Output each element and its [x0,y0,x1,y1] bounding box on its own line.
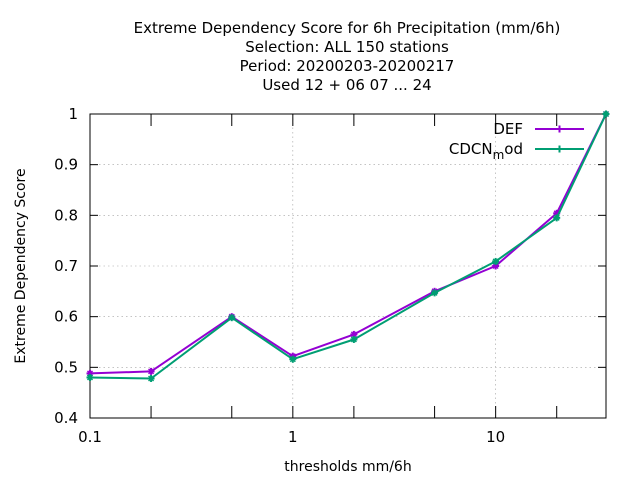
legend-label-main: CDCN [449,140,493,158]
grid-lines [90,114,606,418]
point-mark [553,210,560,217]
point-mark [148,368,155,375]
chart-title-line: Period: 20200203-20200217 [240,57,455,75]
x-tick-label: 10 [486,428,505,446]
x-tick-label: 1 [288,428,298,446]
y-tick-label: 1 [68,105,78,123]
y-axis-label: Extreme Dependency Score [13,168,29,363]
series-lines [86,110,610,382]
series-line-1 [89,113,607,380]
legend-label-suffix: od [504,140,523,158]
x-axis-label: thresholds mm/6h [284,459,411,475]
point-mark [228,314,235,321]
y-tick-label: 0.9 [54,156,78,174]
data-point [228,314,236,322]
y-tick-label: 0.7 [54,257,78,275]
y-tick-label: 0.4 [54,409,78,427]
x-tick-label: 0.1 [78,428,102,446]
point-mark [148,375,155,382]
point-mark [86,374,94,381]
y-tick-label: 0.6 [54,308,78,326]
point-mark [492,262,499,270]
chart-title: Extreme Dependency Score for 6h Precipit… [134,19,561,94]
point-mark [602,110,610,118]
point-mark [350,331,357,338]
legend-label: CDCNmod [449,140,523,162]
data-point [147,367,155,375]
chart-title-line: Selection: ALL 150 stations [245,38,449,56]
point-mark [553,214,560,221]
chart-title-line: Used 12 + 06 07 ... 24 [262,76,431,94]
point-mark [492,258,499,265]
data-point [350,335,358,343]
y-tick-label: 0.5 [54,358,78,376]
series-line-0 [89,113,607,375]
data-point [492,257,500,265]
legend-label: DEF [493,120,523,138]
chart-title-line: Extreme Dependency Score for 6h Precipit… [134,19,561,37]
data-point [147,374,155,382]
data-point [602,110,610,118]
data-point [431,289,439,297]
point-mark [350,336,357,343]
point-mark [431,289,438,296]
data-point [289,355,297,363]
axis-ticks: 0.4 0.5 0.6 0.7 0.8 0.9 1 0.1 1 10 [54,105,606,446]
data-point [553,214,561,222]
data-point [86,373,94,381]
y-tick-label: 0.8 [54,206,78,224]
legend-label-subscript: m [493,148,505,162]
point-mark [289,356,296,363]
